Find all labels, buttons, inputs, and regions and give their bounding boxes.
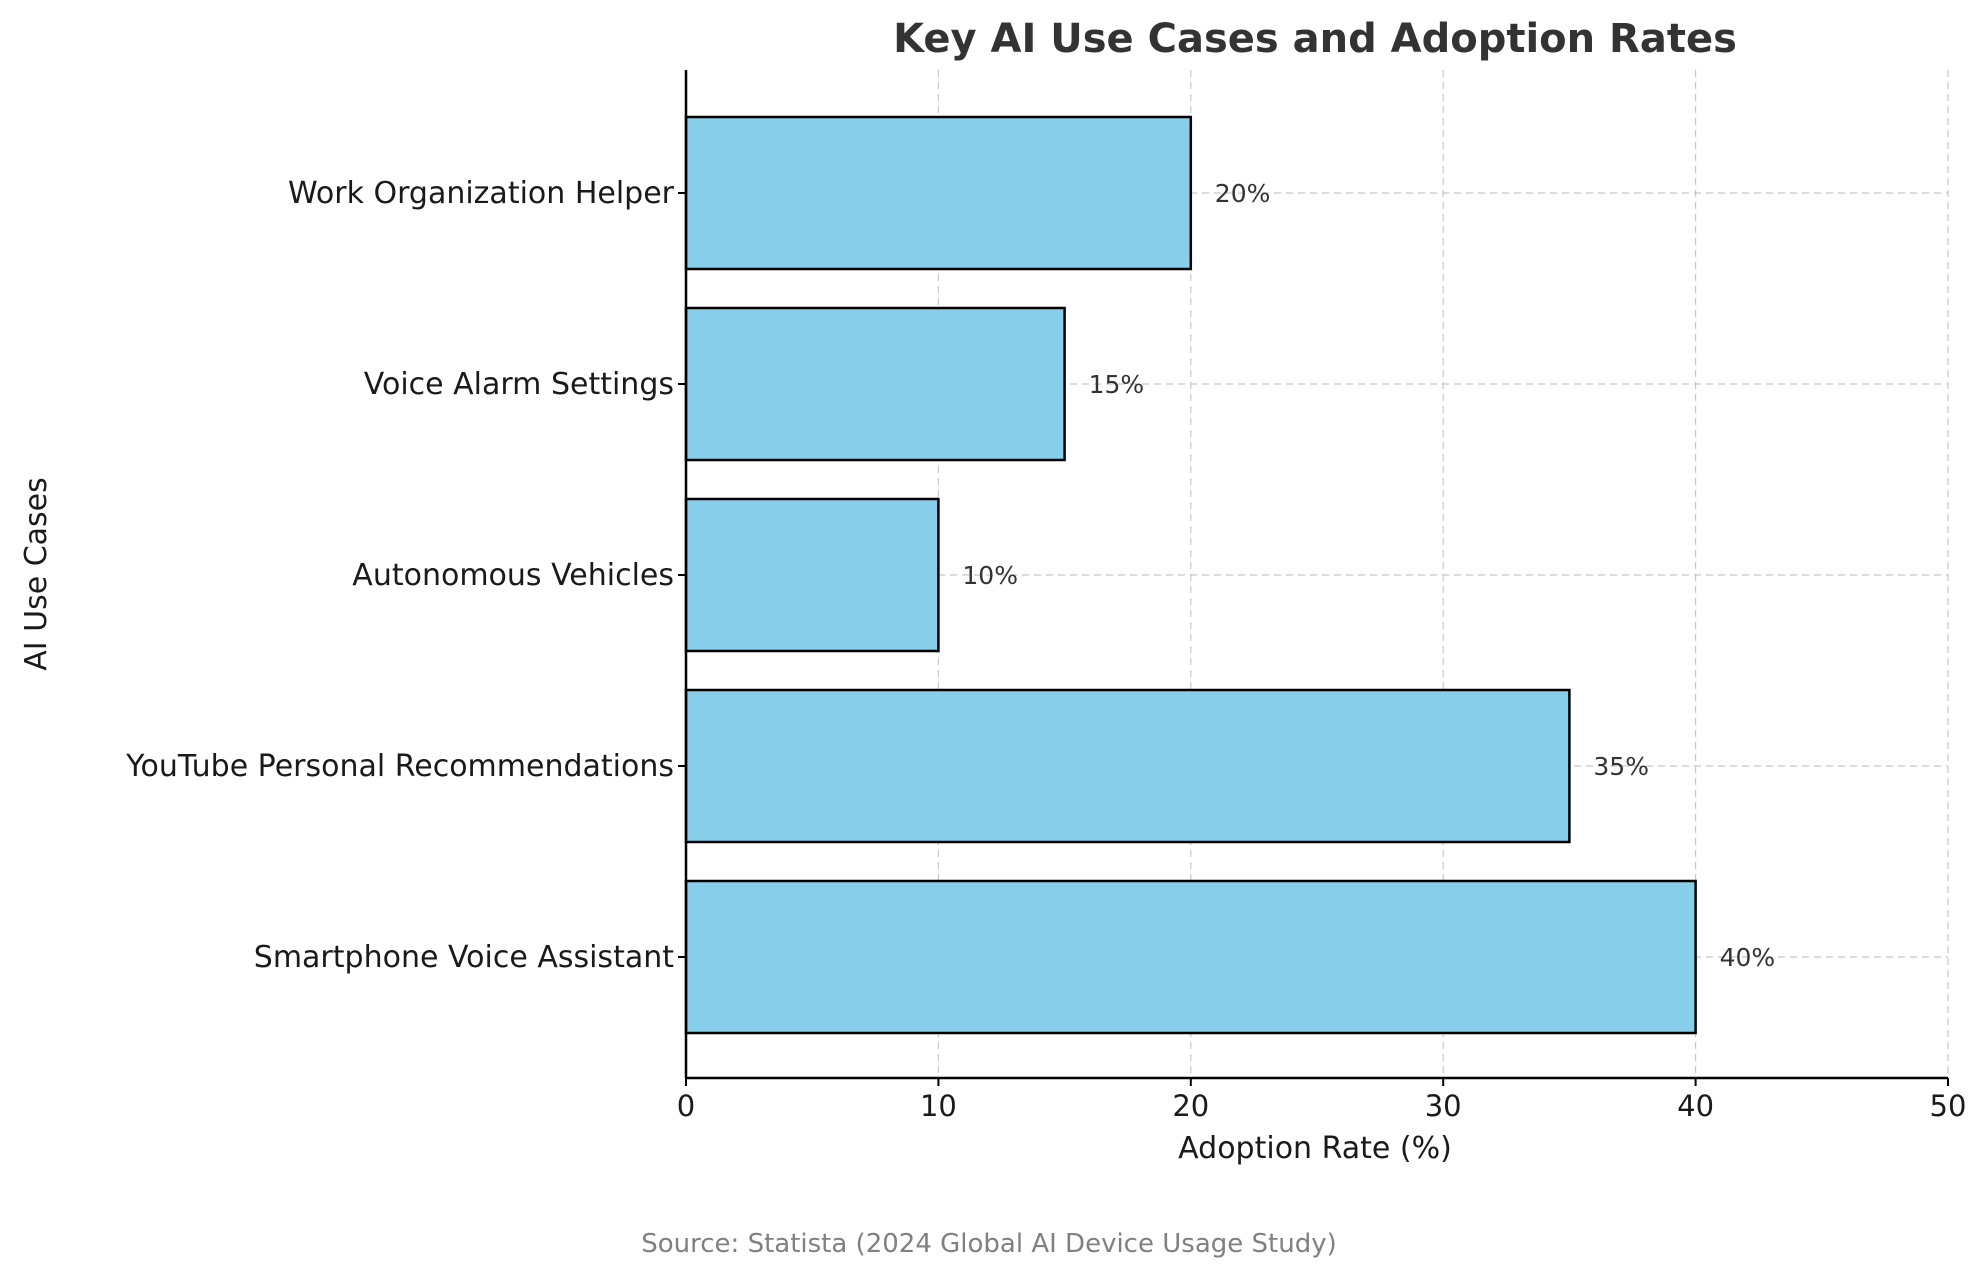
x-tick-label: 50: [1930, 1089, 1967, 1123]
category-label: Smartphone Voice Assistant: [254, 940, 674, 975]
bar: [684, 879, 1697, 1035]
chart-title: Key AI Use Cases and Adoption Rates: [893, 16, 1737, 62]
category-label: Autonomous Vehicles: [352, 558, 674, 593]
data-label: 20%: [1215, 179, 1271, 208]
bar: [684, 115, 1193, 271]
x-tick-label: 30: [1425, 1089, 1462, 1123]
x-tick-label: 10: [920, 1089, 957, 1123]
x-tick-label: 40: [1677, 1089, 1714, 1123]
x-tick-label: 20: [1172, 1089, 1209, 1123]
bar: [684, 497, 940, 653]
source-note: Source: Statista (2024 Global AI Device …: [641, 1229, 1336, 1259]
data-label: 15%: [1089, 370, 1145, 399]
x-tick-label: 0: [677, 1089, 695, 1123]
data-label: 35%: [1593, 752, 1649, 781]
category-label: Voice Alarm Settings: [364, 367, 674, 402]
axes: [678, 70, 1949, 1086]
data-label: 40%: [1720, 943, 1776, 972]
y-axis-title: AI Use Cases: [19, 477, 54, 671]
bar: [684, 306, 1066, 462]
data-label: 10%: [962, 561, 1018, 590]
category-label: Work Organization Helper: [288, 176, 675, 211]
category-label: YouTube Personal Recommendations: [125, 749, 674, 784]
x-axis-title: Adoption Rate (%): [1178, 1131, 1452, 1166]
bar: [684, 688, 1571, 844]
labels: 0 10 20 30 40 50 Smartphone Voice Assistant You…: [125, 176, 1966, 1123]
